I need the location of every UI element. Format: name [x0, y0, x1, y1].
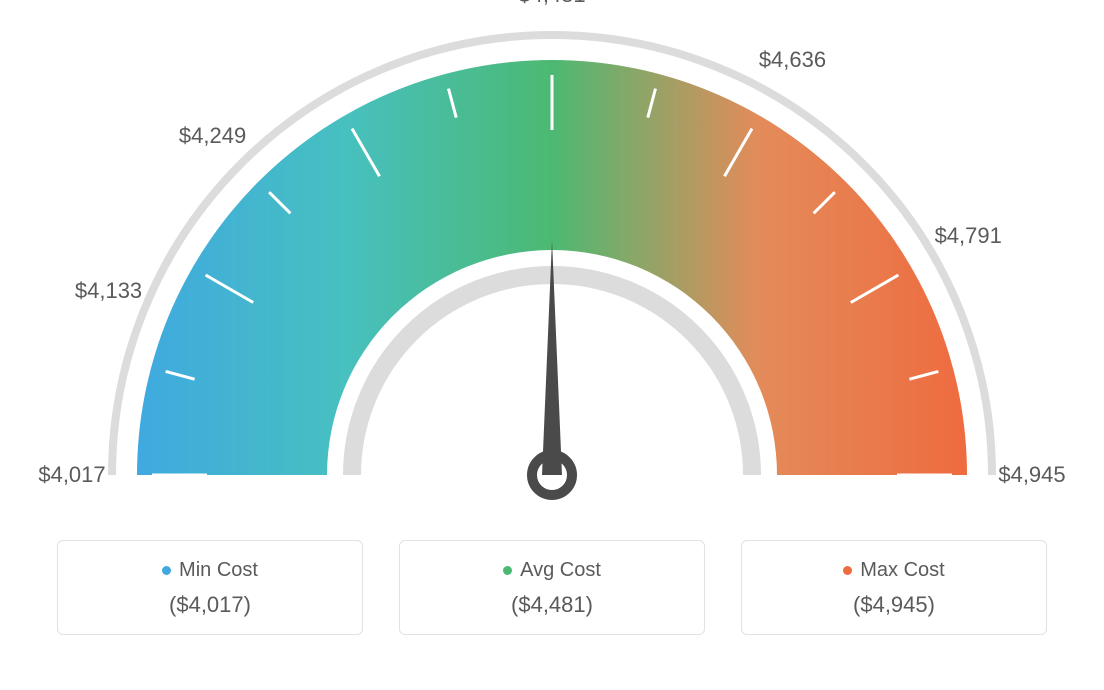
legend-dot-avg — [503, 566, 512, 575]
legend-row: Min Cost ($4,017) Avg Cost ($4,481) Max … — [57, 540, 1047, 635]
legend-title-max: Max Cost — [754, 559, 1034, 582]
legend-value-max: ($4,945) — [754, 592, 1034, 618]
legend-label-min: Min Cost — [179, 559, 258, 582]
legend-box-max: Max Cost ($4,945) — [741, 540, 1047, 635]
gauge-chart: $4,017 $4,133 $4,249 $4,481 $4,636 $4,791 $4,9… — [0, 0, 1104, 540]
gauge-svg — [0, 0, 1104, 540]
gauge-tick-label: $4,017 — [38, 462, 105, 488]
gauge-tick-label: $4,249 — [179, 123, 246, 149]
legend-dot-min — [162, 566, 171, 575]
legend-box-avg: Avg Cost ($4,481) — [399, 540, 705, 635]
legend-title-avg: Avg Cost — [412, 559, 692, 582]
gauge-tick-label: $4,133 — [75, 278, 142, 304]
legend-value-min: ($4,017) — [70, 592, 350, 618]
legend-value-avg: ($4,481) — [412, 592, 692, 618]
legend-title-min: Min Cost — [70, 559, 350, 582]
legend-box-min: Min Cost ($4,017) — [57, 540, 363, 635]
gauge-tick-label: $4,791 — [935, 223, 1002, 249]
gauge-tick-label: $4,636 — [759, 47, 826, 73]
legend-dot-max — [843, 566, 852, 575]
legend-label-max: Max Cost — [860, 559, 944, 582]
gauge-tick-label: $4,481 — [518, 0, 585, 8]
legend-label-avg: Avg Cost — [520, 559, 601, 582]
gauge-tick-label: $4,945 — [998, 462, 1065, 488]
